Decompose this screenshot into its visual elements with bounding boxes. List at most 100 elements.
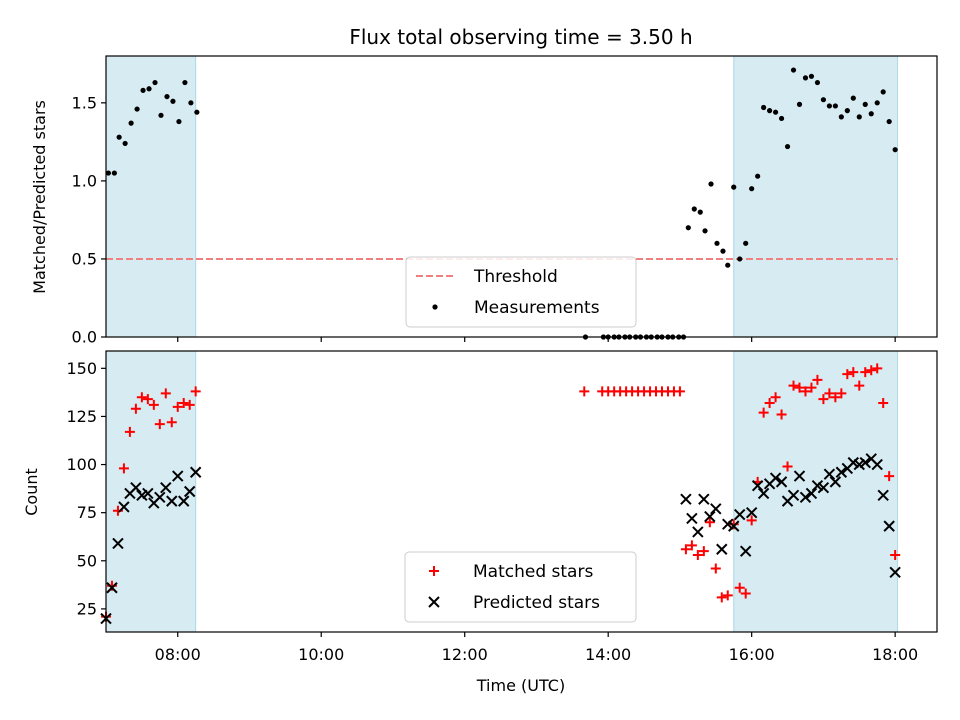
measurement-point bbox=[702, 228, 708, 234]
x-tick-label: 12:00 bbox=[442, 645, 488, 664]
measurement-point bbox=[188, 100, 194, 106]
predicted-star-point bbox=[745, 506, 758, 519]
predicted-star-point bbox=[686, 512, 698, 525]
bottom-legend: Matched stars Predicted stars bbox=[404, 551, 637, 623]
matched-star-point bbox=[160, 388, 171, 399]
bottom-y-tick-label: 75 bbox=[77, 503, 97, 522]
predicted-star-point bbox=[769, 472, 782, 484]
matched-star-point bbox=[812, 374, 823, 385]
measurement-point bbox=[838, 114, 844, 120]
measurement-point bbox=[767, 108, 773, 114]
matched-star-point bbox=[830, 392, 841, 403]
matched-star-point bbox=[674, 386, 685, 397]
x-axis-label: Time (UTC) bbox=[476, 676, 565, 695]
predicted-star-point bbox=[106, 582, 118, 594]
bottom-y-tick-label: 150 bbox=[66, 359, 97, 378]
bottom-legend-box bbox=[404, 551, 637, 623]
matched-star-point bbox=[166, 417, 177, 428]
legend-measurement-swatch bbox=[432, 304, 438, 310]
predicted-star-point bbox=[871, 458, 883, 471]
measurement-point bbox=[128, 120, 134, 126]
figure-title: Flux total observing time = 3.50 h bbox=[349, 25, 692, 49]
predicted-star-point bbox=[751, 480, 764, 492]
predicted-star-point bbox=[877, 489, 889, 502]
top-y-axis-label: Matched/Predicted stars bbox=[30, 100, 49, 294]
predicted-star-point bbox=[154, 491, 166, 503]
matched-star-point bbox=[692, 550, 703, 561]
matched-star-point bbox=[770, 392, 781, 403]
predicted-star-point bbox=[166, 495, 178, 507]
predicted-star-point bbox=[704, 510, 716, 523]
predicted-star-point bbox=[734, 508, 746, 521]
measurement-point bbox=[820, 97, 827, 103]
predicted-star-point bbox=[728, 520, 740, 532]
predicted-star-point bbox=[130, 481, 142, 494]
matched-star-point bbox=[704, 517, 715, 528]
predicted-star-point bbox=[112, 537, 124, 550]
matched-star-point bbox=[154, 419, 165, 430]
matched-star-point bbox=[866, 365, 877, 376]
matched-star-point bbox=[178, 397, 189, 408]
measurement-point bbox=[146, 86, 152, 92]
matched-star-point bbox=[764, 397, 775, 408]
bottom-y-tick-label: 25 bbox=[77, 599, 97, 618]
measurement-point bbox=[164, 93, 170, 100]
matched-star-point bbox=[680, 544, 691, 555]
x-tick-label: 14:00 bbox=[585, 645, 631, 664]
matched-star-point bbox=[130, 403, 141, 414]
measurement-point bbox=[850, 95, 856, 101]
measurement-point bbox=[749, 186, 755, 192]
matched-star-point bbox=[124, 426, 135, 437]
x-tick-label: 08:00 bbox=[155, 645, 201, 664]
top-legend-box bbox=[405, 256, 637, 328]
measurement-point bbox=[796, 101, 803, 107]
measurement-point bbox=[182, 79, 188, 86]
x-tick-label: 16:00 bbox=[729, 645, 775, 664]
predicted-star-point bbox=[142, 487, 154, 500]
measurement-point bbox=[755, 173, 761, 179]
measurement-point bbox=[158, 112, 164, 118]
predicted-star-point bbox=[835, 466, 848, 478]
matched-star-point bbox=[740, 588, 751, 599]
measurement-point bbox=[802, 75, 809, 81]
matched-star-point bbox=[854, 380, 865, 391]
measurement-point bbox=[116, 134, 122, 140]
bottom-y-tick-label: 100 bbox=[66, 455, 97, 474]
predicted-star-point bbox=[178, 495, 190, 507]
measurement-point bbox=[708, 181, 714, 187]
matched-star-point bbox=[836, 388, 847, 399]
bottom-y-axis-label: Count bbox=[22, 468, 41, 516]
matched-star-point bbox=[716, 592, 727, 603]
matched-star-point bbox=[172, 401, 183, 412]
measurement-point bbox=[862, 101, 868, 107]
predicted-star-point bbox=[775, 476, 788, 488]
top-legend: Threshold Measurements bbox=[405, 256, 637, 328]
predicted-star-point bbox=[757, 487, 770, 500]
measurement-point bbox=[194, 109, 200, 115]
measurement-point bbox=[170, 98, 176, 104]
predicted-star-point bbox=[829, 476, 842, 488]
measurement-point bbox=[808, 73, 815, 79]
predicted-star-point bbox=[787, 489, 800, 502]
predicted-star-point bbox=[883, 520, 895, 532]
matched-star-point bbox=[884, 471, 895, 482]
predicted-star-point bbox=[793, 470, 806, 482]
matched-star-point bbox=[686, 540, 697, 551]
top-shaded-interval bbox=[733, 55, 899, 338]
measurement-point bbox=[691, 206, 697, 212]
predicted-star-point bbox=[859, 456, 871, 469]
matched-star-point bbox=[698, 546, 709, 557]
bottom-shaded-interval bbox=[733, 350, 899, 633]
top-y-tick-label: 0.5 bbox=[72, 249, 97, 268]
top-y-tick-label: 0.0 bbox=[72, 328, 97, 347]
matched-star-point bbox=[710, 563, 721, 574]
measurement-point bbox=[874, 100, 880, 106]
measurement-point bbox=[685, 225, 691, 231]
predicted-star-point bbox=[172, 470, 184, 482]
x-tick-label: 10:00 bbox=[298, 645, 344, 664]
bottom-axes-frame bbox=[105, 350, 938, 633]
measurement-point bbox=[720, 248, 726, 254]
matched-star-point bbox=[118, 463, 129, 474]
matched-star-point bbox=[788, 380, 799, 391]
